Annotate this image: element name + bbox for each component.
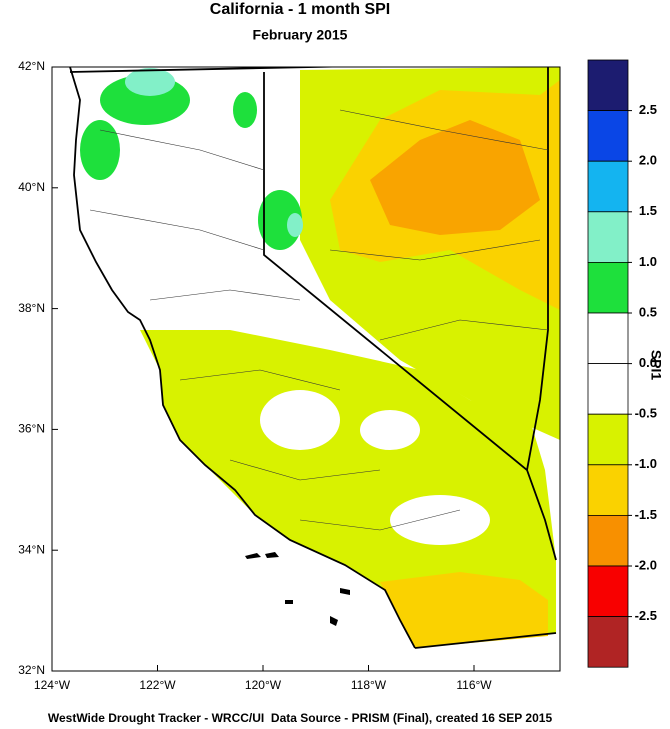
title: California - 1 month SPI xyxy=(210,1,390,18)
colorbar-cell xyxy=(587,160,629,213)
colorbar-tick-label: -1.5 xyxy=(635,507,657,522)
lon-label: 120°W xyxy=(245,678,282,692)
county-lines xyxy=(89,109,549,531)
colorbar-tick-label: -1.0 xyxy=(635,456,657,471)
lat-label: 42°N xyxy=(18,59,45,73)
colorbar-tick-label: 2.5 xyxy=(639,102,657,117)
map-frame xyxy=(51,66,561,672)
colorbar-tick-label: -0.5 xyxy=(635,406,657,421)
normal-area xyxy=(390,495,490,545)
wet-area xyxy=(80,120,120,180)
normal-area xyxy=(360,410,420,450)
colorbar-tick-label: 0.5 xyxy=(639,304,657,319)
severe-dry-area xyxy=(370,120,540,235)
border xyxy=(526,67,549,471)
colorbar-tick-label: 2.0 xyxy=(639,153,657,168)
lon-label: 118°W xyxy=(351,678,387,692)
colorbar-cell xyxy=(587,312,629,364)
colorbar-tick-label: -2.0 xyxy=(635,557,657,572)
colorbar-label: SPI1 xyxy=(648,350,664,381)
coastline xyxy=(69,67,416,649)
lon-label: 122°W xyxy=(139,678,176,692)
lat-label: 40°N xyxy=(18,180,45,194)
colorbar-cell xyxy=(587,211,629,263)
colorbar-cell xyxy=(587,261,629,314)
colorbar-tick-label: 1.0 xyxy=(639,254,657,269)
footer: WestWide Drought Tracker - WRCC/UI Data … xyxy=(48,711,553,725)
normal-area xyxy=(260,390,340,450)
colorbar-cell xyxy=(587,464,629,516)
lon-label: 116°W xyxy=(456,678,492,692)
very-wet-area xyxy=(287,213,303,237)
wet-area xyxy=(233,92,257,128)
lon-label: 124°W xyxy=(34,678,71,692)
map xyxy=(69,67,560,649)
islands xyxy=(245,552,350,626)
border xyxy=(414,632,557,649)
colorbar-cell xyxy=(587,363,629,415)
colorbar-cell xyxy=(587,565,629,617)
lat-label: 36°N xyxy=(18,422,45,436)
colorbar-tick-label: 1.5 xyxy=(639,203,657,218)
colorbar-cell xyxy=(587,413,629,466)
colorbar-cell xyxy=(587,616,629,668)
moderate-dry-area xyxy=(380,572,548,648)
lat-label: 38°N xyxy=(18,301,45,315)
border xyxy=(69,67,357,73)
colorbar-cell xyxy=(587,59,629,111)
colorbar-cell xyxy=(587,110,629,162)
colorbar-tick-label: -2.5 xyxy=(635,608,657,623)
lat-label: 32°N xyxy=(18,663,45,677)
subtitle: February 2015 xyxy=(253,27,348,43)
lat-label: 34°N xyxy=(18,542,45,556)
colorbar-tick-label: 0.0 xyxy=(639,355,657,370)
colorbar-cell xyxy=(587,515,629,567)
very-wet-area xyxy=(125,68,175,96)
